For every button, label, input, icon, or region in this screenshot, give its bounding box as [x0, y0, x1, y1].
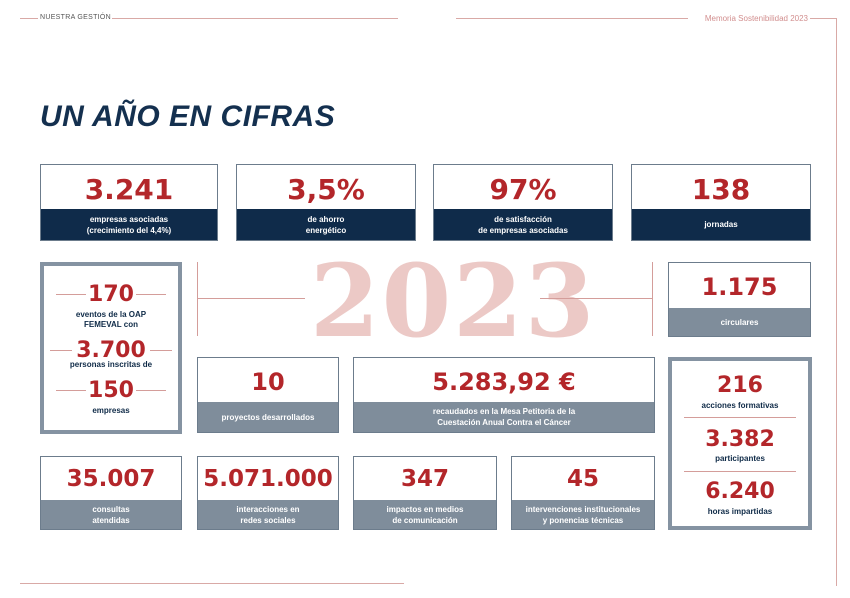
stat-card-intervenciones: 45 intervenciones institucionales y pone…	[511, 456, 655, 530]
stat-card-impactos: 347 impactos en medios de comunicación	[353, 456, 497, 530]
decorative-line	[652, 262, 653, 336]
stat-value: 35.007	[66, 466, 156, 492]
stat-card-mesa-petitoria: 5.283,92 € recaudados en la Mesa Petitor…	[353, 357, 655, 433]
stat-card-proyectos: 10 proyectos desarrollados	[197, 357, 339, 433]
acciones-value: 216	[717, 373, 763, 398]
stat-value: 10	[251, 368, 285, 396]
stat-value: 3,5%	[287, 173, 365, 206]
stat-label: intervenciones institucionales y ponenci…	[512, 500, 654, 529]
stat-card-empresas: 3.241 empresas asociadas (crecimiento de…	[40, 164, 218, 241]
stat-value: 97%	[489, 173, 557, 206]
stat-value: 3.241	[84, 173, 174, 206]
frame-line-top-right	[810, 18, 836, 19]
section-label: NUESTRA GESTIÓN	[40, 14, 112, 21]
formacion-panel: 216 acciones formativas 3.382 participan…	[668, 357, 812, 530]
year-watermark: 2023	[310, 242, 597, 360]
horas-label: horas impartidas	[707, 507, 773, 516]
header-divider-left	[112, 18, 398, 19]
stat-value: 1.175	[701, 273, 778, 301]
separator	[56, 294, 86, 295]
stat-card-consultas: 35.007 consultas atendidas	[40, 456, 182, 530]
stat-value: 5.071.000	[203, 466, 333, 492]
separator	[136, 390, 166, 391]
separator	[684, 471, 796, 472]
header-divider-right	[456, 18, 688, 19]
participantes-value: 3.382	[705, 427, 775, 452]
stat-value: 5.283,92 €	[432, 368, 576, 396]
events-label: eventos de la OAP FEMEVAL con	[75, 310, 147, 329]
stat-card-jornadas: 138 jornadas	[631, 164, 811, 241]
stat-label: jornadas	[632, 209, 810, 240]
separator	[56, 390, 86, 391]
frame-line-bottom	[20, 583, 404, 584]
stat-label: recaudados en la Mesa Petitoria de la Cu…	[354, 402, 654, 432]
frame-line-top-left	[20, 18, 38, 19]
page-title: UN AÑO EN CIFRAS	[40, 100, 336, 133]
stat-label: proyectos desarrollados	[198, 402, 338, 432]
inscritas-value: 3.700	[76, 338, 146, 363]
decorative-line	[540, 298, 652, 299]
horas-value: 6.240	[705, 479, 775, 504]
stat-card-ahorro: 3,5% de ahorro energético	[236, 164, 416, 241]
separator	[684, 417, 796, 418]
acciones-label: acciones formativas	[701, 401, 779, 410]
frame-line-right	[836, 18, 837, 586]
participantes-label: participantes	[715, 454, 765, 463]
stat-label: interacciones en redes sociales	[198, 500, 338, 529]
decorative-line	[197, 298, 305, 299]
separator	[150, 350, 172, 351]
decorative-line	[197, 262, 198, 336]
stat-value: 138	[691, 173, 751, 206]
stat-label: consultas atendidas	[41, 500, 181, 529]
stat-card-satisfaccion: 97% de satisfacción de empresas asociada…	[433, 164, 613, 241]
empresas-value: 150	[88, 378, 134, 403]
inscritas-label: personas inscritas de	[69, 360, 153, 369]
oap-events-panel: 170 eventos de la OAP FEMEVAL con 3.700 …	[40, 262, 182, 434]
stat-value: 45	[566, 466, 599, 492]
separator	[136, 294, 166, 295]
stat-label: circulares	[669, 308, 810, 336]
stat-label: de satisfacción de empresas asociadas	[434, 209, 612, 240]
separator	[50, 350, 72, 351]
report-title: Memoria Sostenibilidad 2023	[704, 14, 808, 23]
stat-card-interacciones: 5.071.000 interacciones en redes sociale…	[197, 456, 339, 530]
stat-label: empresas asociadas (crecimiento del 4,4%…	[41, 209, 217, 240]
stat-label: impactos en medios de comunicación	[354, 500, 496, 529]
stat-value: 347	[400, 466, 449, 492]
empresas-label: empresas	[92, 406, 130, 415]
stat-label: de ahorro energético	[237, 209, 415, 240]
events-value: 170	[88, 282, 134, 307]
stat-card-circulares: 1.175 circulares	[668, 262, 811, 337]
